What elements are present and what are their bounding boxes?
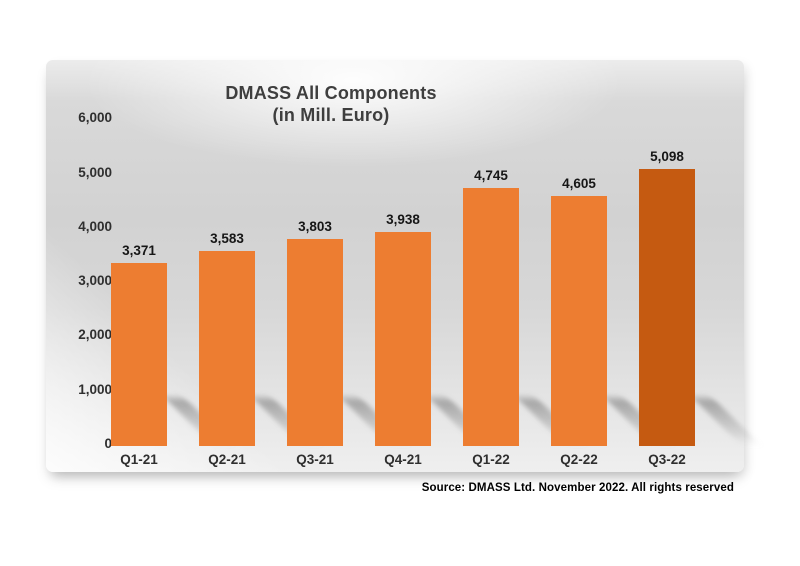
y-axis-tick-label: 2,000 — [78, 327, 112, 343]
chart-title: DMASS All Components — [225, 83, 437, 103]
y-axis-tick-label: 5,000 — [78, 164, 112, 180]
bar-group: 3,938 — [359, 86, 447, 446]
x-axis-category-label: Q1-21 — [120, 452, 158, 467]
bar-value-label: 3,371 — [122, 243, 156, 258]
x-axis-category-label: Q3-21 — [296, 452, 334, 467]
y-axis-tick-label: 4,000 — [78, 218, 112, 234]
y-axis-tick-label: 1,000 — [78, 381, 112, 397]
bar — [639, 169, 695, 446]
bar-group: 3,371 — [95, 86, 183, 446]
bar-value-label: 4,605 — [562, 176, 596, 191]
bar — [551, 196, 607, 446]
bar — [111, 263, 167, 446]
y-axis-tick-label: 0 — [104, 436, 112, 451]
source-note: Source: DMASS Ltd. November 2022. All ri… — [421, 482, 734, 494]
x-axis-category-label: Q1-22 — [472, 452, 510, 467]
bar — [463, 188, 519, 446]
bar-value-label: 3,583 — [210, 231, 244, 246]
bar — [375, 232, 431, 446]
y-axis-tick-label: 6,000 — [78, 110, 112, 126]
bar-group: 3,803 — [271, 86, 359, 446]
x-axis-category-label: Q2-21 — [208, 452, 246, 467]
y-axis-tick-label: 3,000 — [78, 273, 112, 289]
bar — [199, 251, 255, 446]
bar-group: 4,745 — [447, 86, 535, 446]
chart-title-block: DMASS All Components (in Mill. Euro) — [46, 82, 616, 126]
chart-subtitle: (in Mill. Euro) — [272, 105, 390, 125]
x-axis-category-label: Q4-21 — [384, 452, 422, 467]
bar-value-label: 3,803 — [298, 219, 332, 234]
chart-panel: DMASS All Components (in Mill. Euro) 6,0… — [46, 60, 744, 472]
x-axis-category-label: Q2-22 — [560, 452, 598, 467]
bar-value-label: 4,745 — [474, 168, 508, 183]
bar-value-label: 3,938 — [386, 212, 420, 227]
bar-group: 5,098 — [623, 86, 711, 446]
bar-group: 4,605 — [535, 86, 623, 446]
x-axis-category-label: Q3-22 — [648, 452, 686, 467]
bar — [287, 239, 343, 446]
bar-group: 3,583 — [183, 86, 271, 446]
bar-value-label: 5,098 — [650, 149, 684, 164]
